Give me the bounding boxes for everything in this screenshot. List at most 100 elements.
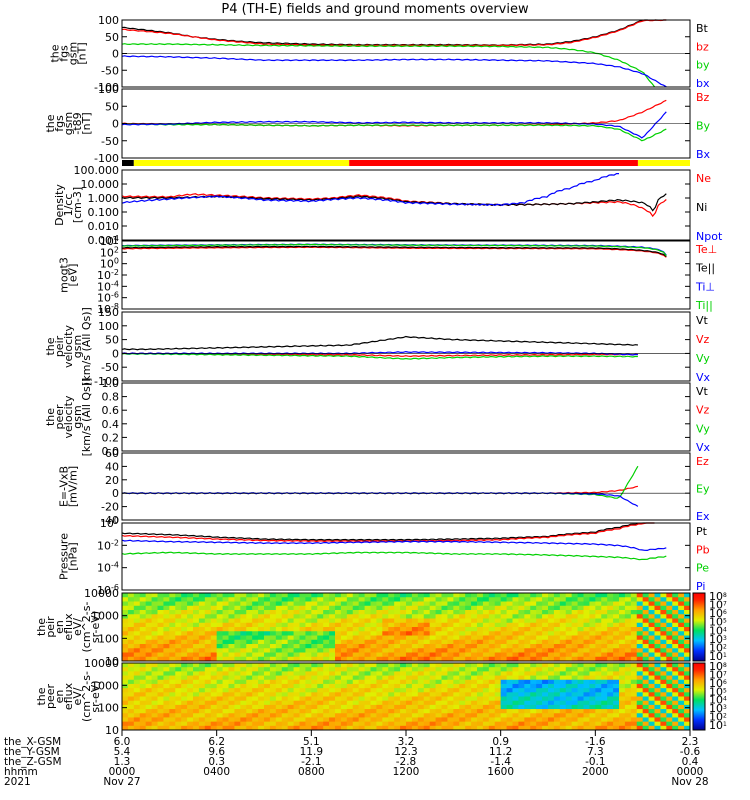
heatmap-cell xyxy=(624,614,632,619)
heatmap-cell xyxy=(382,605,389,611)
heatmap-cell xyxy=(151,717,158,723)
heatmap-cell xyxy=(329,721,336,727)
heatmap-cell xyxy=(429,656,436,662)
heatmap-cell xyxy=(607,648,614,653)
heatmap-cell xyxy=(187,639,194,645)
heatmap-cell xyxy=(471,704,478,710)
heatmap-cell xyxy=(571,644,578,649)
heatmap-cell xyxy=(583,648,590,653)
heatmap-cell xyxy=(406,614,413,619)
heatmap-cell xyxy=(477,713,484,718)
heatmap-cell xyxy=(613,696,620,702)
heatmap-cell xyxy=(287,639,294,645)
heatmap-cell xyxy=(613,635,620,641)
heatmap-cell xyxy=(471,692,478,697)
heatmap-cell xyxy=(518,721,525,727)
heatmap-cell xyxy=(441,671,448,676)
heatmap-cell xyxy=(482,717,490,723)
heatmap-cell xyxy=(518,614,525,619)
heatmap-cell xyxy=(299,721,306,727)
ephemeris-value: -1.6 xyxy=(585,736,606,748)
heatmap-cell xyxy=(459,605,466,611)
heatmap-cell xyxy=(370,683,377,689)
heatmap-cell xyxy=(216,663,223,668)
heatmap-cell xyxy=(429,652,436,658)
heatmap-cell xyxy=(157,671,164,676)
heatmap-cell xyxy=(187,631,194,636)
heatmap-cell xyxy=(542,721,549,727)
heatmap-cell xyxy=(169,671,176,676)
heatmap-cell xyxy=(204,648,212,653)
heatmap-cell xyxy=(382,601,389,607)
heatmap-cell xyxy=(565,704,573,710)
heatmap-cell xyxy=(406,667,413,672)
heatmap-cell xyxy=(406,622,413,628)
heatmap-cell xyxy=(275,713,283,718)
heatmap-cell xyxy=(589,713,596,718)
heatmap-cell xyxy=(246,648,253,653)
heatmap-cell xyxy=(370,656,377,662)
heatmap-cell xyxy=(335,644,342,649)
heatmap-cell xyxy=(684,614,691,619)
heatmap-cell xyxy=(477,667,484,672)
heatmap-cell xyxy=(122,721,129,727)
heatmap-cell xyxy=(613,614,620,619)
heatmap-cell xyxy=(453,656,460,662)
heatmap-cell xyxy=(311,627,318,632)
heatmap-cell xyxy=(672,709,679,714)
heatmap-cell xyxy=(553,652,561,658)
heatmap-cell xyxy=(127,667,135,672)
heatmap-cell xyxy=(500,601,507,607)
heatmap-cell xyxy=(654,593,661,598)
heatmap-cell xyxy=(417,627,425,632)
heatmap-cell xyxy=(595,692,602,697)
heatmap-cell xyxy=(577,627,584,632)
heatmap-cell xyxy=(293,688,300,693)
heatmap-cell xyxy=(281,622,289,628)
heatmap-cell xyxy=(630,601,638,607)
heatmap-cell xyxy=(240,614,247,619)
heatmap-cell xyxy=(471,679,478,685)
heatmap-cell xyxy=(264,635,271,641)
heatmap-cell xyxy=(536,683,543,689)
heatmap-cell xyxy=(607,639,614,645)
heatmap-cell xyxy=(624,717,632,723)
heatmap-cell xyxy=(636,631,644,636)
heatmap-cell xyxy=(222,688,229,693)
heatmap-cell xyxy=(222,683,229,689)
heatmap-cell xyxy=(660,679,667,685)
heatmap-cell xyxy=(358,605,365,611)
heatmap-cell xyxy=(417,610,425,615)
heatmap-cell xyxy=(323,671,330,676)
heatmap-cell xyxy=(175,635,182,641)
heatmap-cell xyxy=(394,663,401,668)
heatmap-cell xyxy=(423,610,431,615)
heatmap-cell xyxy=(435,631,442,636)
heatmap-cell xyxy=(210,713,218,718)
heatmap-cell xyxy=(305,721,312,727)
heatmap-cell xyxy=(524,692,531,697)
heatmap-cell xyxy=(193,663,200,668)
heatmap-cell xyxy=(400,679,407,685)
heatmap-cell xyxy=(524,667,531,672)
heatmap-cell xyxy=(488,663,496,668)
heatmap-cell xyxy=(447,635,454,641)
heatmap-cell xyxy=(329,639,336,645)
heatmap-cell xyxy=(394,725,401,731)
y-axis-label-line: en xyxy=(53,690,66,704)
heatmap-cell xyxy=(311,692,318,697)
heatmap-cell xyxy=(181,597,188,602)
heatmap-cell xyxy=(400,627,407,632)
heatmap-cell xyxy=(624,675,632,681)
heatmap-cell xyxy=(624,652,632,658)
heatmap-cell xyxy=(482,627,490,632)
y-axis-label-line: mogt3 xyxy=(58,257,71,293)
heatmap-cell xyxy=(240,704,247,710)
heatmap-cell xyxy=(601,683,608,689)
heatmap-cell xyxy=(305,618,312,624)
heatmap-cell xyxy=(364,663,371,668)
heatmap-cell xyxy=(275,725,283,731)
heatmap-cell xyxy=(305,605,312,611)
heatmap-cell xyxy=(122,597,129,602)
heatmap-cell xyxy=(435,688,442,693)
